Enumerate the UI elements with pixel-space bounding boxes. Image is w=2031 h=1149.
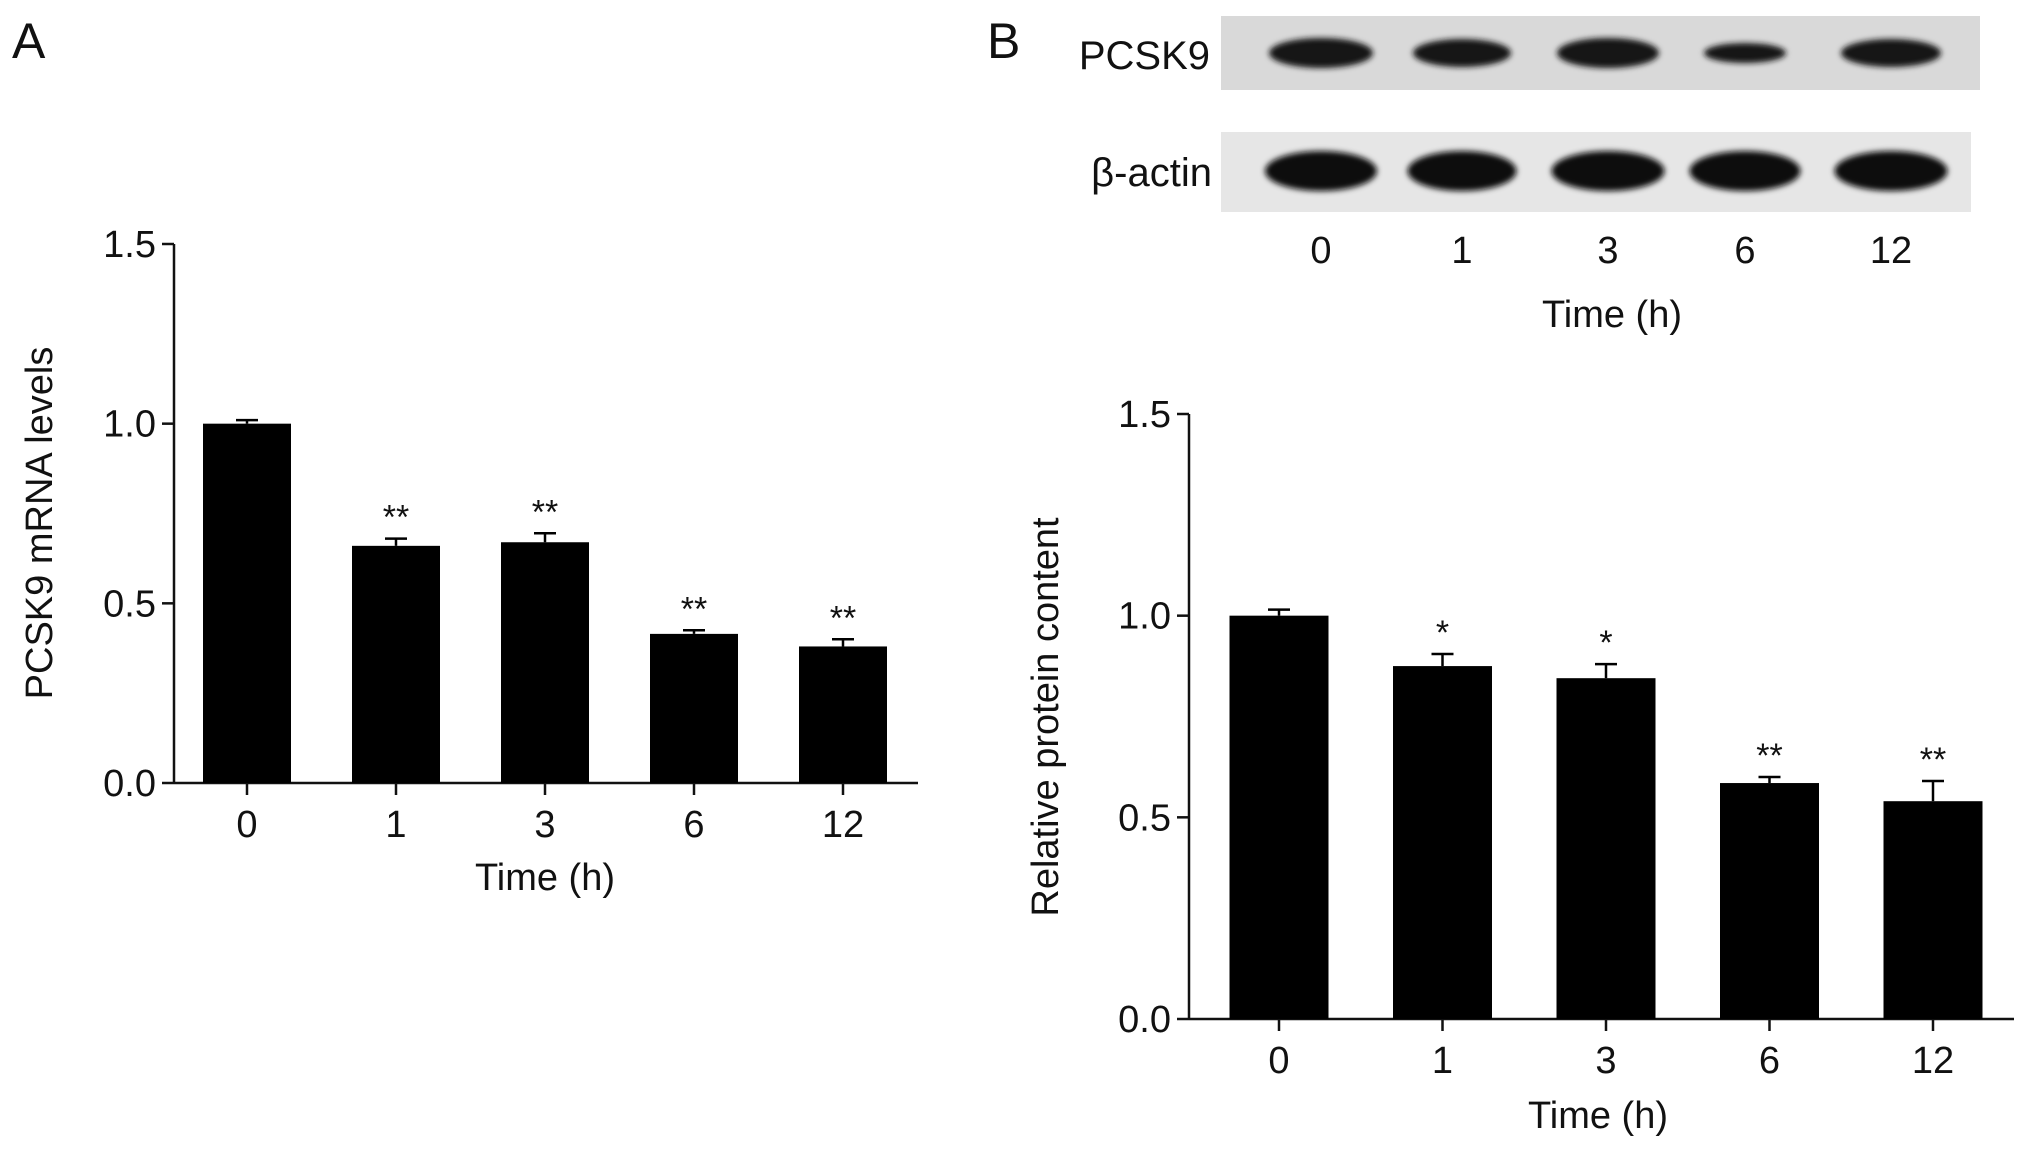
panel-a-label: A (12, 13, 46, 69)
pcsk9-band (1704, 43, 1786, 63)
y-tick-label: 1.5 (1118, 394, 1171, 436)
blot-lane-label: 6 (1734, 230, 1755, 272)
x-tick-label: 6 (683, 804, 704, 846)
y-tick-label: 1.5 (103, 224, 156, 266)
chart-a: PCSK9 mRNA levels Time (h) 0.0 0.5 1.0 1.5 0… (19, 224, 918, 899)
x-tick-label: 0 (1268, 1040, 1289, 1082)
x-tick-label: 1 (385, 804, 406, 846)
actin-band (1407, 151, 1517, 191)
significance-label: ** (681, 590, 707, 628)
x-tick-label: 0 (236, 804, 257, 846)
bar (1393, 666, 1492, 1019)
x-tick-label: 3 (1595, 1040, 1616, 1082)
y-tick-label: 0.5 (103, 583, 156, 625)
y-tick-label: 0.0 (1118, 999, 1171, 1041)
actin-band (1551, 151, 1665, 191)
blot-row-label-pcsk9: PCSK9 (1079, 34, 1210, 78)
blot-lane-label: 12 (1870, 230, 1912, 272)
significance-label: * (1599, 624, 1612, 662)
pcsk9-band (1413, 39, 1511, 67)
x-tick-label: 1 (1432, 1040, 1453, 1082)
panel-a: A PCSK9 mRNA levels Time (h) 0.0 0.5 1.0 1.… (12, 13, 918, 899)
bar (650, 633, 738, 783)
blot-lane-label: 1 (1451, 230, 1472, 272)
significance-label: ** (383, 499, 409, 537)
pcsk9-band (1269, 38, 1373, 68)
bar (501, 542, 589, 783)
y-tick-label: 1.0 (1118, 596, 1171, 638)
chart-b-xlabel: Time (h) (1528, 1095, 1668, 1137)
actin-band (1265, 151, 1377, 191)
blot-row-label-actin: β-actin (1091, 151, 1212, 195)
blot-lane-label: 3 (1597, 230, 1618, 272)
pcsk9-band (1557, 38, 1659, 68)
bar (1556, 678, 1656, 1019)
blot-xlabel: Time (h) (1542, 294, 1682, 336)
actin-band (1834, 151, 1948, 191)
bar (352, 545, 440, 783)
significance-label: ** (830, 599, 856, 637)
significance-label: * (1436, 614, 1449, 652)
x-tick-label: 12 (1912, 1040, 1954, 1082)
chart-b-ylabel: Relative protein content (1025, 517, 1067, 917)
bar (1229, 615, 1329, 1019)
chart-a-xlabel: Time (h) (475, 857, 615, 899)
bar (799, 646, 887, 783)
actin-band (1689, 151, 1801, 191)
panel-b: B PCSK9 β-actin Time (h) 0 1 3 6 12 Relative… (987, 13, 2014, 1137)
western-blot: PCSK9 β-actin Time (h) 0 1 3 6 12 (1079, 16, 1980, 336)
bar (203, 423, 291, 783)
significance-label: ** (532, 493, 558, 531)
y-tick-label: 1.0 (103, 404, 156, 446)
bar (1883, 801, 1983, 1019)
y-tick-label: 0.0 (103, 763, 156, 805)
blot-lane-label: 0 (1310, 230, 1331, 272)
panel-b-label: B (987, 13, 1020, 69)
chart-b: Relative protein content Time (h) 0.0 0.5… (1025, 394, 2014, 1137)
y-tick-label: 0.5 (1118, 797, 1171, 839)
chart-a-ylabel: PCSK9 mRNA levels (19, 347, 61, 700)
significance-label: ** (1756, 737, 1782, 775)
significance-label: ** (1920, 741, 1946, 779)
x-tick-label: 12 (822, 804, 864, 846)
pcsk9-band (1841, 39, 1941, 67)
bar (1720, 783, 1819, 1019)
x-tick-label: 6 (1759, 1040, 1780, 1082)
x-tick-label: 3 (534, 804, 555, 846)
